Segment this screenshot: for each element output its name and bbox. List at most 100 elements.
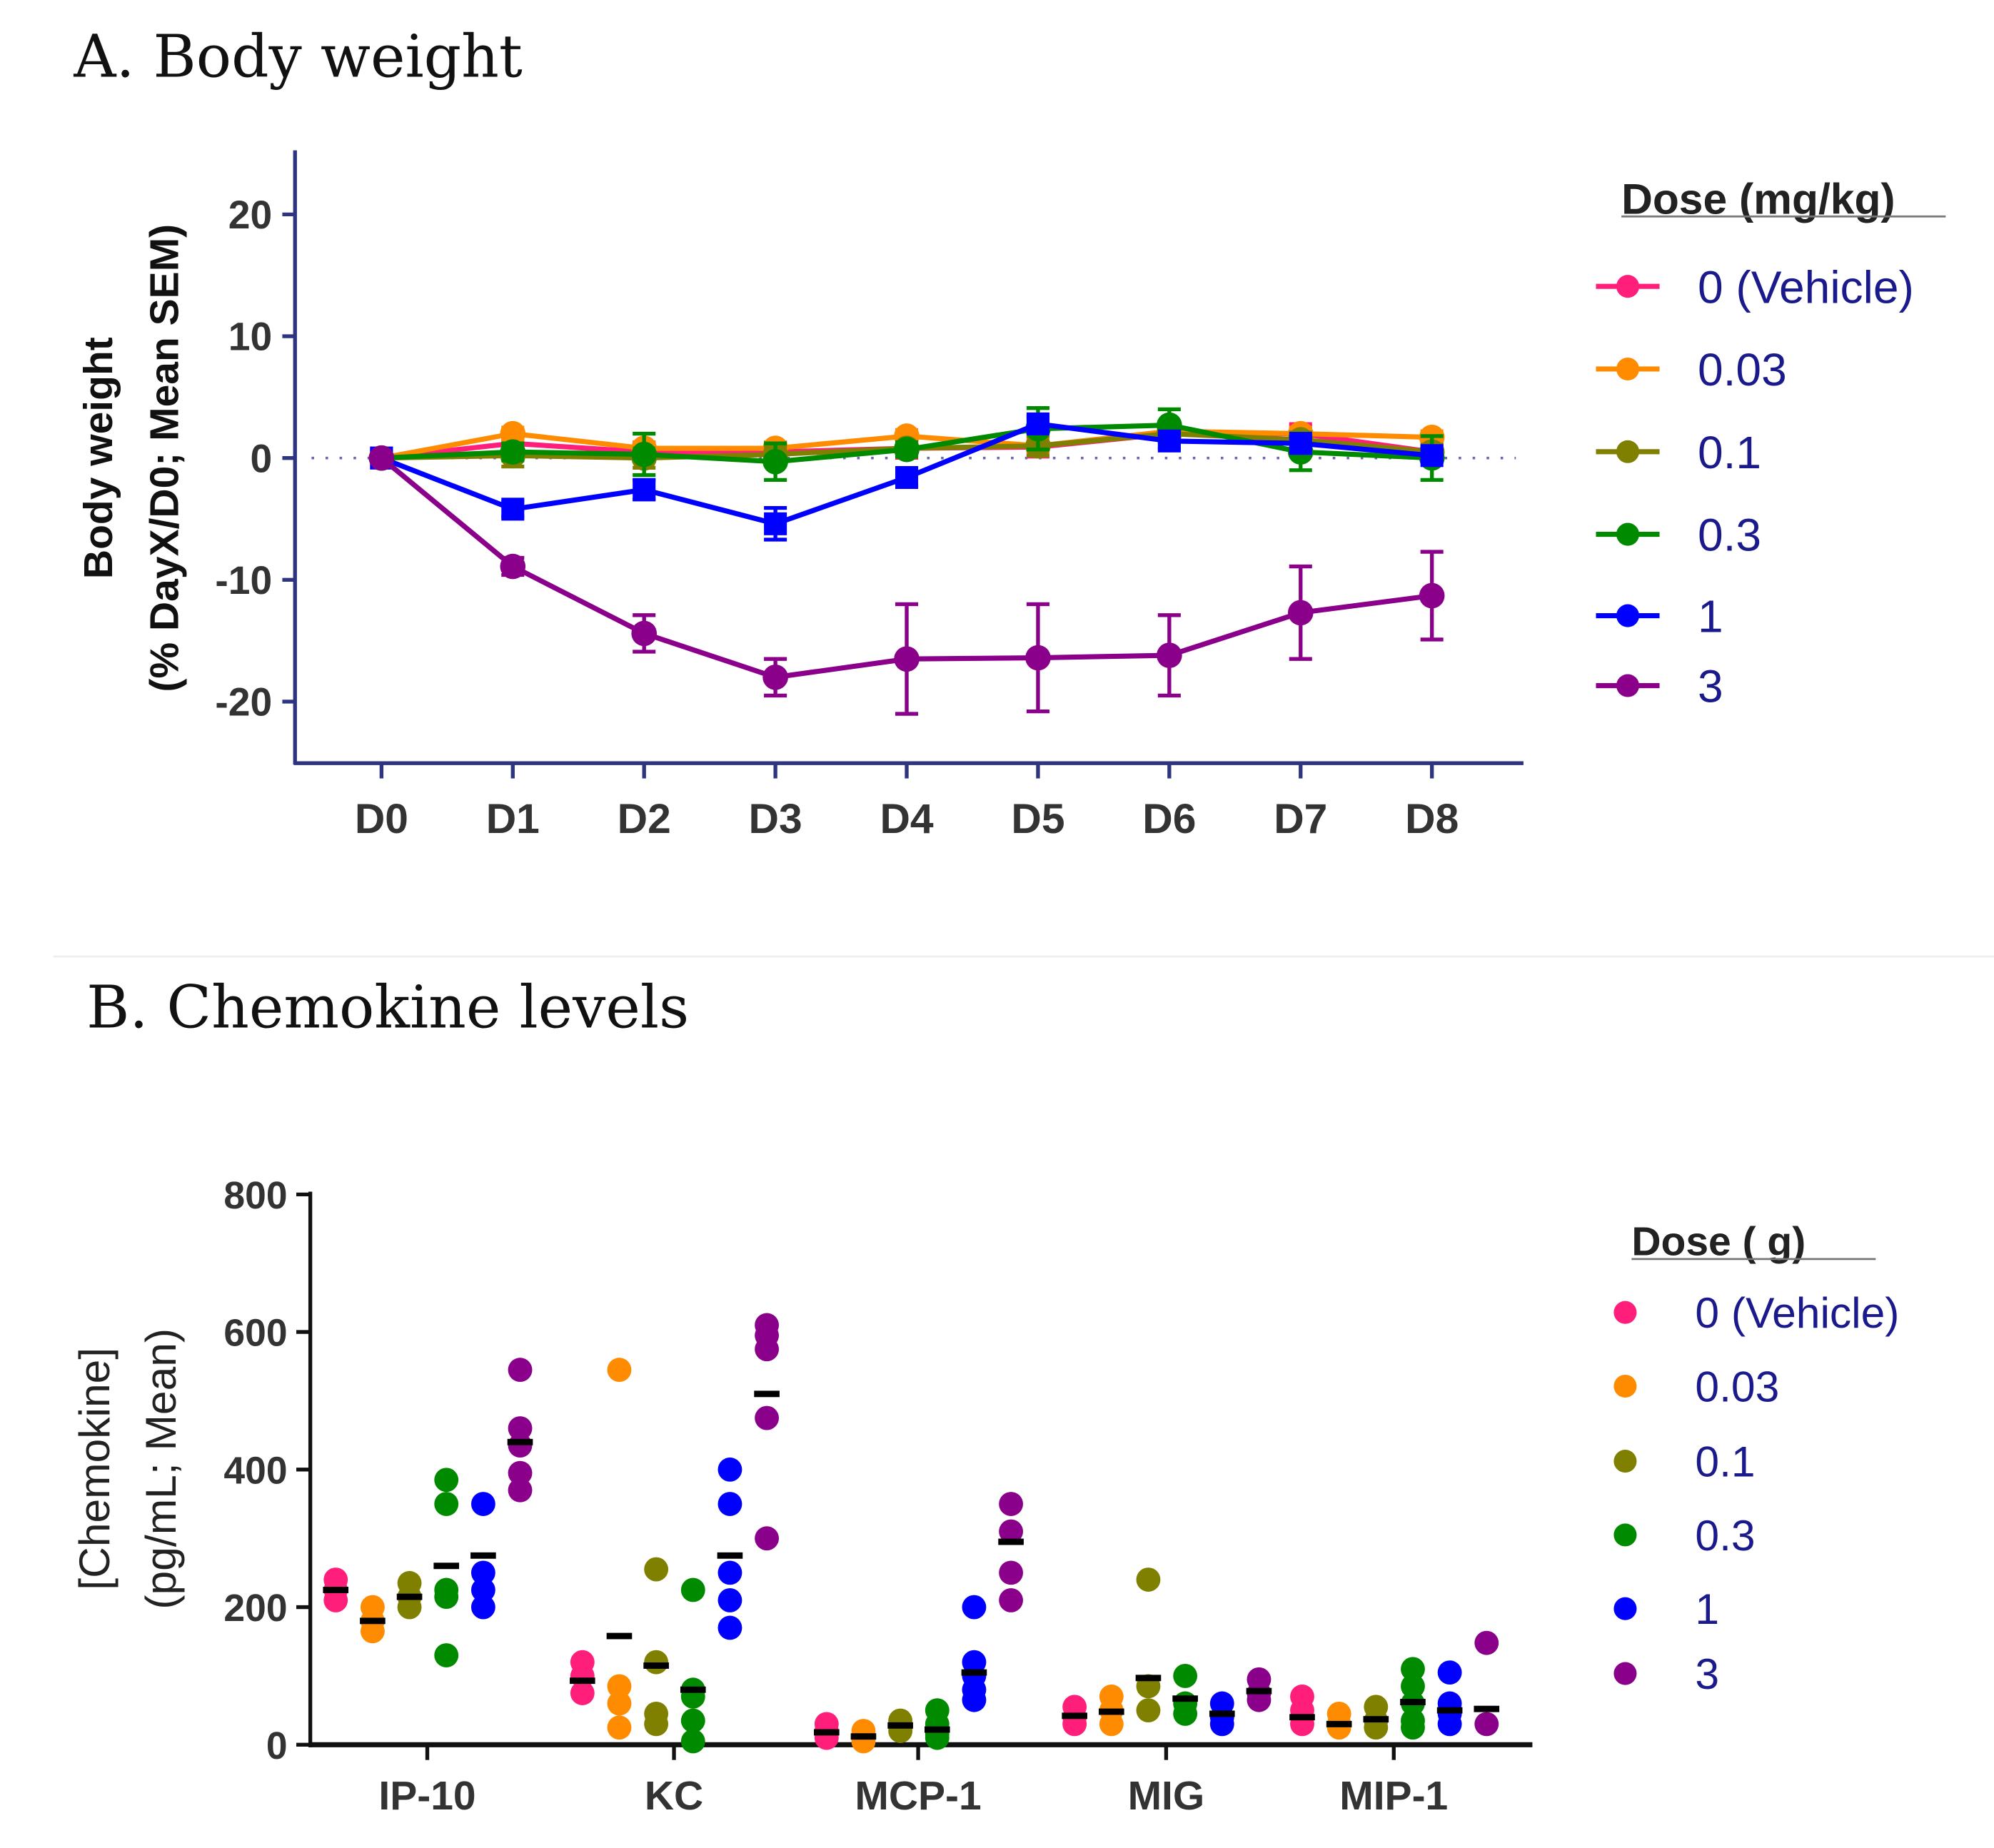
legend-label: 0.03 <box>1695 1362 1779 1410</box>
data-point <box>962 1687 987 1712</box>
y-tick-label: 200 <box>223 1587 287 1630</box>
mean-bar <box>507 1438 533 1445</box>
data-point <box>1025 645 1051 671</box>
data-point <box>851 1729 876 1754</box>
dose-group-0-vehicle- <box>323 1567 1315 1750</box>
data-point <box>1420 444 1444 468</box>
data-point <box>717 1588 742 1612</box>
data-point <box>501 498 525 521</box>
data-point <box>764 512 787 535</box>
x-tick-label: KC <box>645 1773 703 1819</box>
mean-bar <box>680 1686 706 1693</box>
mean-bar <box>470 1552 496 1559</box>
x-tick-label: MCP-1 <box>855 1773 981 1819</box>
x-tick-label: D3 <box>749 796 802 842</box>
data-point <box>755 1526 780 1551</box>
mean-bar <box>396 1593 423 1600</box>
mean-bar <box>1172 1695 1198 1702</box>
panel-a-ylabel-line2: (% DayX/D0; Mean SEM) <box>141 224 187 692</box>
data-point <box>999 1492 1024 1516</box>
data-point <box>999 1560 1024 1585</box>
x-tick-label: D4 <box>880 796 933 842</box>
data-point <box>1136 1567 1161 1592</box>
data-point <box>607 1674 632 1699</box>
data-point <box>1474 1712 1499 1737</box>
data-point <box>1136 1698 1161 1723</box>
mean-bar <box>1209 1710 1235 1717</box>
data-point <box>717 1615 742 1640</box>
data-point <box>508 1460 533 1485</box>
data-point <box>644 1557 669 1582</box>
x-tick-label: D0 <box>355 796 408 842</box>
data-point <box>644 1650 669 1675</box>
x-tick-label: D8 <box>1405 796 1459 842</box>
mean-bar <box>433 1562 460 1570</box>
panel-b-ylabel-line2: (pg/mL; Mean) <box>136 1328 185 1610</box>
x-tick-label: MIP-1 <box>1339 1773 1448 1819</box>
data-point <box>631 441 658 468</box>
legend-label: 3 <box>1695 1650 1719 1698</box>
legend-marker <box>1616 440 1640 463</box>
mean-bar <box>1062 1712 1087 1720</box>
data-point <box>1209 1712 1234 1737</box>
x-tick-label: D6 <box>1142 796 1196 842</box>
data-point <box>1326 1715 1351 1740</box>
data-point <box>631 620 658 647</box>
panel-a-legend-title: Dose (mg/kg) <box>1621 175 1895 223</box>
mean-bar <box>887 1722 913 1729</box>
data-point <box>434 1468 459 1493</box>
mean-bar <box>924 1726 950 1733</box>
y-tick-label: 10 <box>228 315 272 359</box>
mean-bar <box>1099 1708 1124 1715</box>
legend-marker <box>1616 275 1640 298</box>
x-tick-label: MIG <box>1128 1773 1205 1819</box>
data-point <box>755 1337 780 1362</box>
data-point <box>1173 1702 1198 1726</box>
data-point <box>1401 1657 1425 1682</box>
data-point <box>508 1433 533 1458</box>
mean-bar <box>1326 1720 1352 1727</box>
data-point <box>633 478 656 502</box>
legend-label: 0 (Vehicle) <box>1695 1288 1899 1337</box>
y-tick-label: 0 <box>266 1725 288 1767</box>
data-point <box>680 1577 705 1602</box>
mean-bar <box>754 1390 780 1398</box>
legend-marker <box>1613 1662 1637 1685</box>
mean-bar <box>1474 1705 1500 1712</box>
mean-bar <box>360 1617 386 1625</box>
data-point <box>962 1595 987 1620</box>
data-point <box>1401 1674 1425 1699</box>
mean-bar <box>1363 1716 1389 1723</box>
legend-marker <box>1613 1523 1637 1547</box>
panel-b-title: B. Chemokine levels <box>86 974 689 1042</box>
data-point <box>508 1358 533 1383</box>
legend-label: 3 <box>1698 661 1723 712</box>
data-point <box>762 665 788 690</box>
mean-bar <box>1289 1714 1315 1721</box>
data-point <box>360 1619 385 1644</box>
data-point <box>894 436 920 463</box>
mean-bar <box>1246 1687 1272 1695</box>
data-point <box>470 1492 495 1516</box>
data-point <box>1099 1712 1124 1737</box>
data-point <box>1157 429 1181 453</box>
data-point <box>680 1708 705 1733</box>
data-point <box>1437 1660 1462 1685</box>
data-point <box>1401 1715 1425 1740</box>
data-point <box>1173 1664 1198 1688</box>
mean-bar <box>814 1729 840 1736</box>
data-point <box>680 1729 705 1754</box>
mean-bar <box>1400 1699 1426 1706</box>
mean-bar <box>961 1669 987 1676</box>
legend-label: 0.03 <box>1698 344 1787 395</box>
data-point <box>717 1457 742 1482</box>
mean-bar <box>850 1733 877 1740</box>
data-point <box>397 1595 422 1620</box>
mean-bar <box>570 1677 595 1685</box>
data-point <box>434 1585 459 1610</box>
data-point <box>894 646 920 672</box>
dose-group-0-3 <box>433 1468 1426 1754</box>
mean-bar <box>323 1587 349 1593</box>
data-point <box>762 448 788 475</box>
